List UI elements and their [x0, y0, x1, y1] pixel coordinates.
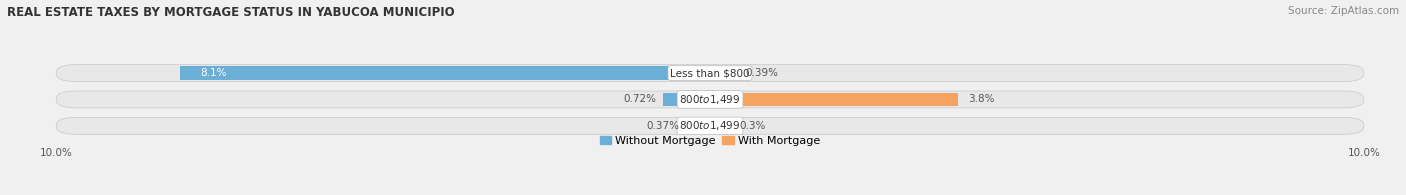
- FancyBboxPatch shape: [56, 91, 1364, 108]
- Text: $800 to $1,499: $800 to $1,499: [679, 93, 741, 106]
- Text: 0.72%: 0.72%: [623, 94, 657, 105]
- Bar: [664, 93, 710, 106]
- Bar: [710, 66, 735, 80]
- Bar: [180, 66, 710, 80]
- Text: Source: ZipAtlas.com: Source: ZipAtlas.com: [1288, 6, 1399, 16]
- Bar: [710, 93, 959, 106]
- Text: 0.3%: 0.3%: [740, 121, 766, 131]
- Legend: Without Mortgage, With Mortgage: Without Mortgage, With Mortgage: [600, 136, 820, 146]
- FancyBboxPatch shape: [56, 65, 1364, 82]
- Text: Less than $800: Less than $800: [671, 68, 749, 78]
- Text: $800 to $1,499: $800 to $1,499: [679, 119, 741, 132]
- Bar: [686, 119, 710, 133]
- Text: REAL ESTATE TAXES BY MORTGAGE STATUS IN YABUCOA MUNICIPIO: REAL ESTATE TAXES BY MORTGAGE STATUS IN …: [7, 6, 454, 19]
- Text: 0.39%: 0.39%: [745, 68, 779, 78]
- Bar: [710, 119, 730, 133]
- Text: 8.1%: 8.1%: [200, 68, 226, 78]
- Text: 3.8%: 3.8%: [969, 94, 995, 105]
- Text: 0.37%: 0.37%: [647, 121, 679, 131]
- FancyBboxPatch shape: [56, 117, 1364, 134]
